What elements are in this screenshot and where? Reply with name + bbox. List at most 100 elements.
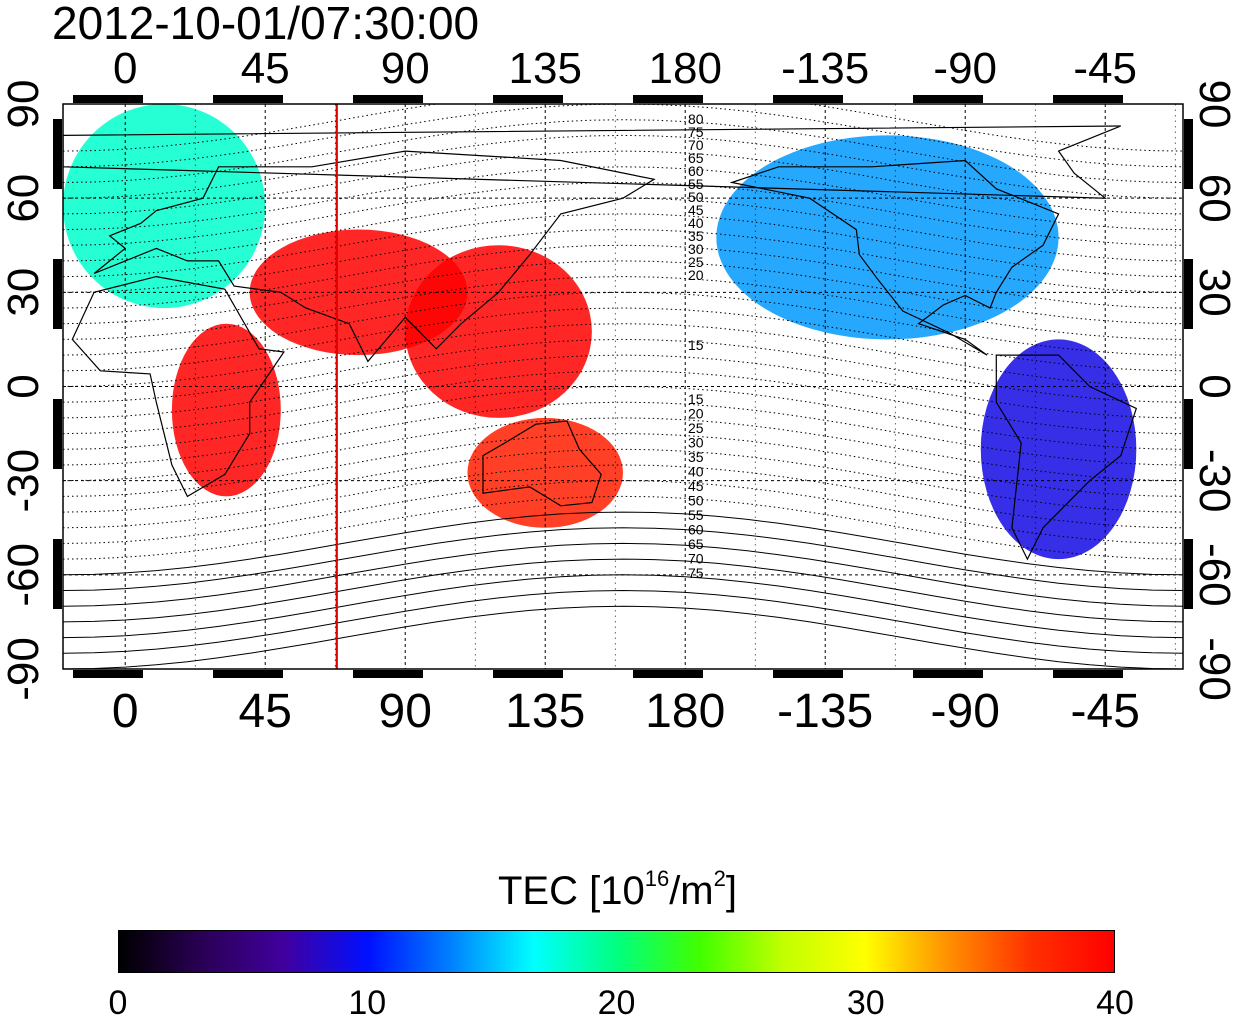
bottom-tick-label: 180 xyxy=(645,685,725,738)
left-tick-label: 90 xyxy=(0,80,48,129)
left-tick-label: 60 xyxy=(0,174,48,223)
bottom-tick-label: -45 xyxy=(1071,685,1140,738)
frame-bar-top-1 xyxy=(213,95,283,103)
contour-line-9 xyxy=(63,229,1183,293)
continent-outline-3 xyxy=(729,159,1060,356)
frame-bar-left-2 xyxy=(53,399,62,469)
top-tick-label: 180 xyxy=(649,44,722,93)
top-tick-label: -135 xyxy=(781,44,869,93)
contour-line-18 xyxy=(63,370,1183,435)
frame-bar-right-1 xyxy=(1184,259,1193,329)
contour-labels: 8075706560555045403530252015152025303540… xyxy=(688,111,704,581)
contour-value-label: 40 xyxy=(688,215,704,231)
bottom-tick-label: 90 xyxy=(379,685,432,738)
contour-value-label: 50 xyxy=(688,189,704,205)
colorbar-tick-label: 20 xyxy=(597,984,636,1022)
contour-value-label: 20 xyxy=(688,406,704,422)
contour-line-25 xyxy=(63,480,1183,544)
frame-bar-left-3 xyxy=(53,539,62,609)
colorbar-title-text: TEC [10 xyxy=(497,869,645,913)
frame-bar-top-2 xyxy=(353,95,423,103)
contour-value-label: 65 xyxy=(688,536,704,552)
chart-title: 2012-10-01/07:30:00 xyxy=(52,0,480,49)
top-tick-label: -45 xyxy=(1073,44,1137,93)
contour-line-12 xyxy=(63,276,1183,340)
frame-bar-right-2 xyxy=(1184,399,1193,469)
contour-line-7 xyxy=(63,197,1183,262)
left-tick-label: -60 xyxy=(0,543,48,607)
contour-value-label: 35 xyxy=(688,449,704,465)
contour-value-label: 30 xyxy=(688,435,704,451)
top-axis: 0 45 90 135 180 -135 -90 -45 xyxy=(113,44,1137,93)
contour-value-label: 50 xyxy=(688,493,704,509)
continent-outline-2 xyxy=(482,420,602,507)
left-tick-label: 0 xyxy=(0,374,48,398)
frame-bar-top-4 xyxy=(633,95,703,103)
bottom-tick-label: 45 xyxy=(239,685,292,738)
frame-bar-top-3 xyxy=(493,95,563,103)
contour-line-32 xyxy=(63,589,1183,654)
bottom-tick-label: 135 xyxy=(505,685,585,738)
contour-line-27 xyxy=(63,511,1183,576)
colorbar-title-unit: /m xyxy=(669,869,714,913)
tec-region-6 xyxy=(980,339,1137,560)
contour-value-label: 60 xyxy=(688,163,704,179)
contour-line-6 xyxy=(63,181,1183,246)
right-axis: 90 60 30 0 -30 -60 -90 xyxy=(1190,80,1235,701)
right-tick-label: -60 xyxy=(1190,543,1235,607)
frame-bar-bottom-2 xyxy=(353,670,423,678)
contour-value-label: 45 xyxy=(688,478,704,494)
frame-bars xyxy=(53,95,1193,678)
contour-value-label: 25 xyxy=(688,420,704,436)
top-tick-label: 135 xyxy=(509,44,582,93)
contour-line-29 xyxy=(63,542,1183,607)
contour-value-label: 55 xyxy=(688,176,704,192)
plot-area xyxy=(62,103,1184,670)
contour-value-label: 45 xyxy=(688,202,704,218)
contour-value-label: 70 xyxy=(688,551,704,567)
contour-line-24 xyxy=(63,464,1183,529)
contour-value-label: 55 xyxy=(688,507,704,523)
frame-bar-right-3 xyxy=(1184,539,1193,609)
colorbar xyxy=(118,930,1115,973)
left-tick-label: -30 xyxy=(0,449,48,513)
contour-line-21 xyxy=(63,417,1183,482)
bottom-axis: 0 45 90 135 180 -135 -90 -45 xyxy=(112,685,1140,738)
frame-bar-bottom-3 xyxy=(493,670,563,678)
contour-line-30 xyxy=(63,558,1183,623)
continent-outline-4 xyxy=(995,354,1138,561)
bottom-tick-label: -90 xyxy=(931,685,1000,738)
tec-region-3 xyxy=(405,245,592,418)
top-tick-label: 45 xyxy=(241,44,290,93)
contour-line-23 xyxy=(63,448,1183,513)
continent-outline-0 xyxy=(93,150,656,363)
frame-bar-top-7 xyxy=(1053,95,1123,103)
contour-line-5 xyxy=(63,166,1183,231)
contour-value-label: 40 xyxy=(688,464,704,480)
colorbar-title: TEC [1016/m2] xyxy=(0,867,1235,915)
contour-line-13 xyxy=(63,291,1183,356)
frame-bar-bottom-7 xyxy=(1053,670,1123,678)
right-tick-label: 60 xyxy=(1190,174,1235,223)
bottom-tick-label: -135 xyxy=(777,685,873,738)
colorbar-tick-label: 10 xyxy=(348,984,387,1022)
continent-outline-1 xyxy=(71,275,285,498)
contour-value-label: 15 xyxy=(688,391,704,407)
right-tick-label: 30 xyxy=(1190,268,1235,317)
left-axis: 90 60 30 0 -30 -60 -90 xyxy=(0,80,48,701)
right-tick-label: 90 xyxy=(1190,80,1235,129)
contour-line-11 xyxy=(63,260,1183,325)
colorbar-title-end: ] xyxy=(725,869,737,913)
contour-line-20 xyxy=(63,401,1183,466)
contour-line-1 xyxy=(63,104,1183,168)
continent-outline-5 xyxy=(63,125,1122,199)
tec-map: 0 45 90 135 180 -135 -90 -45 0 45 90 135 180 -135 -90… xyxy=(0,44,1235,738)
colorbar-title-exponent: 16 xyxy=(644,866,670,891)
tec-region-5 xyxy=(716,135,1059,340)
tec-region-1 xyxy=(171,323,281,497)
contour-value-label: 75 xyxy=(688,124,704,140)
frame-bar-top-0 xyxy=(73,95,143,103)
contour-value-label: 60 xyxy=(688,522,704,538)
colorbar-tick-label: 40 xyxy=(1096,984,1134,1022)
frame-bar-bottom-5 xyxy=(773,670,843,678)
